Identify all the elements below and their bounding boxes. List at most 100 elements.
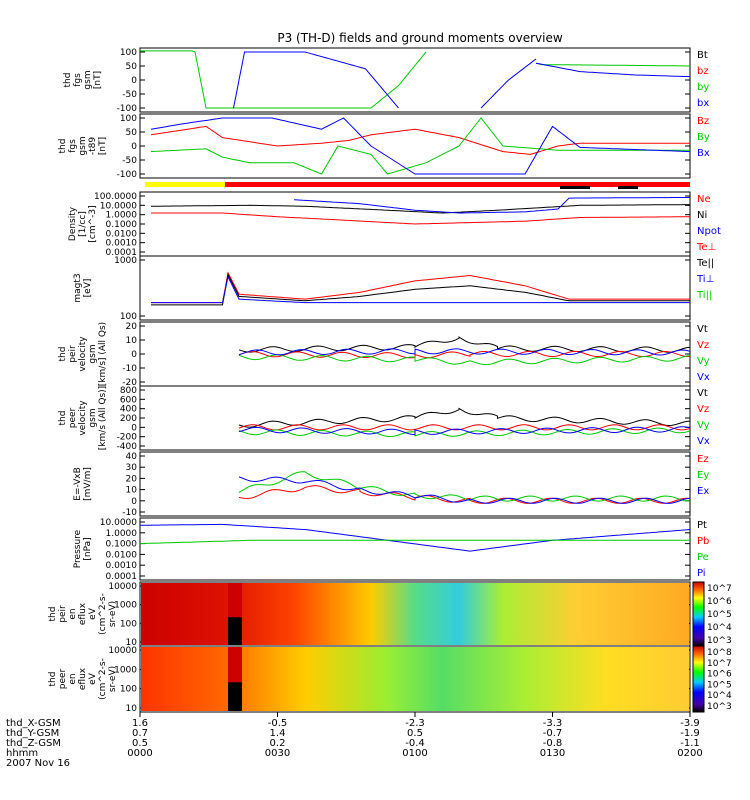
- legend-Te||: Te||: [696, 258, 714, 269]
- x-row-value: 0.5: [407, 728, 423, 739]
- legend-Vx: Vx: [697, 372, 710, 383]
- x-row-value: -0.4: [405, 738, 425, 749]
- y-axis-label: [mV/m]: [83, 467, 93, 501]
- series-group: [238, 336, 690, 366]
- colorbar-scale: [692, 645, 705, 713]
- y-tick-label: 1000: [114, 256, 137, 266]
- series-line-Bx: [150, 117, 690, 175]
- heatmap-cell: [228, 682, 242, 711]
- series-line-bx: [233, 51, 399, 109]
- legend-Bx: Bx: [697, 148, 710, 159]
- x-row-value: 0.5: [132, 738, 148, 749]
- colorbar: 10^810^710^610^510^410^3: [692, 645, 732, 713]
- legend-bx: bx: [697, 98, 709, 109]
- series-line-Vy: [238, 427, 690, 438]
- series-group: [238, 471, 690, 504]
- panel-temperature: magt3 [eV] 1000 100 Te|| Ti⊥ Ti||: [73, 255, 714, 322]
- panel-frame: [139, 451, 691, 517]
- panel-peir-velocity: thd peir velocity gsm [km/s] (All Qs) 20 10 0 -1…: [58, 321, 710, 388]
- y-tick-label: 0.0100: [106, 229, 138, 239]
- y-axis-label: Density: [68, 206, 78, 241]
- x-row-label: hhmm: [6, 748, 38, 759]
- y-tick-label: 10: [126, 486, 138, 496]
- x-row-value: 0030: [265, 748, 290, 759]
- y-tick-label: 0.1000: [106, 220, 138, 230]
- series-line-Vz: [238, 424, 690, 431]
- panel-fgs-t89: thd fgs gsm -t89 [nT] 100 50 0 -50 -100 Bz By Bx: [58, 113, 710, 180]
- legend-Vy: Vy: [697, 356, 710, 367]
- y-axis-label: [nPa]: [83, 537, 93, 560]
- legend-Npot: Npot: [697, 226, 721, 237]
- y-axis-label: en: [68, 608, 78, 619]
- y-axis-label: (cm^2-s-: [98, 658, 108, 700]
- colorbar-tick-label: 10^4: [707, 623, 732, 633]
- series-group: [151, 271, 690, 306]
- legend-Pe: Pe: [697, 552, 709, 563]
- colorbar-tick-label: 10^8: [707, 648, 732, 658]
- y-tick-label: -50: [122, 90, 137, 100]
- panel-frame: [139, 517, 691, 581]
- y-axis-label: [km/s (All Qs)]: [98, 386, 108, 450]
- y-tick-label: 10: [126, 704, 138, 714]
- y-axis-label: [1/cc]: [78, 211, 88, 237]
- series-line-Te: [151, 271, 690, 304]
- y-tick-label: 20: [126, 474, 138, 484]
- y-tick-label: -100: [117, 104, 138, 114]
- y-tick-label: 50: [126, 62, 138, 72]
- y-axis-label: peir: [68, 345, 78, 363]
- y-tick-label: -10: [122, 364, 137, 374]
- series-line-by2: [535, 62, 690, 67]
- x-row-label: thd_Z-GSM: [6, 738, 61, 749]
- y-tick-label: 0: [131, 423, 137, 433]
- legend-Bt: Bt: [697, 50, 708, 61]
- y-axis-label: [eV]: [83, 279, 93, 298]
- series-line-Ez: [238, 485, 690, 504]
- x-axis-labels: thd_X-GSM 1.6 -0.5 -2.3 -3.3 -3.9 thd_Y-GSM 0.7…: [6, 712, 703, 769]
- x-row-value: 0.2: [270, 738, 286, 749]
- x-row-value: -0.5: [268, 718, 288, 729]
- panel-frame: [139, 113, 691, 179]
- y-tick-label: 10.0000: [100, 201, 137, 211]
- y-axis-label: Pressure: [73, 529, 83, 568]
- x-row-value: 1.6: [132, 718, 148, 729]
- series-line-bx2: [480, 58, 537, 109]
- mode-bar-fast: [225, 182, 690, 187]
- legend-Pt: Pt: [697, 520, 707, 531]
- y-axis-label: velocity: [78, 336, 88, 372]
- y-tick-label: 0.0010: [106, 561, 138, 571]
- y-axis-label: -t89: [88, 137, 98, 156]
- panel-frame: [139, 47, 691, 113]
- series-line-Ti⊥: [151, 275, 690, 304]
- x-row-value: 0000: [127, 748, 152, 759]
- legend-Ey: Ey: [697, 470, 709, 481]
- colorbar-scale: [692, 581, 705, 647]
- y-axis-label: peer: [58, 668, 68, 689]
- y-axis-label: sr-eV): [108, 666, 118, 692]
- y-axis-label: fgs: [68, 139, 78, 153]
- legend-bz: bz: [697, 66, 709, 77]
- y-axis-label: thd: [58, 139, 68, 154]
- colorbar-tick-label: 10^7: [707, 659, 732, 669]
- x-row-value: 0200: [677, 748, 702, 759]
- panel-pressure: Pressure [nPa]10.00001.00000.10000.01000.…: [73, 517, 709, 582]
- y-tick-label: 10: [126, 638, 138, 648]
- series-group: [238, 407, 690, 438]
- y-tick-label: -400: [117, 442, 138, 452]
- y-tick-label: 100: [120, 619, 137, 629]
- y-axis-label: en: [68, 673, 78, 684]
- legend-Vx: Vx: [697, 436, 710, 447]
- legend-Ti⊥: Ti⊥: [696, 274, 714, 285]
- series-line-Vt: [238, 407, 690, 428]
- y-tick-label: 0: [131, 142, 137, 152]
- y-tick-label: 100: [120, 685, 137, 695]
- y-tick-label: 0.0001: [106, 572, 138, 582]
- y-tick-label: 1000: [114, 665, 137, 675]
- series-line-By: [150, 117, 690, 175]
- x-row-value: 0130: [540, 748, 565, 759]
- x-row-value: -0.7: [543, 728, 563, 739]
- legend-By: By: [697, 132, 710, 143]
- legend-Te⊥: Te⊥: [696, 242, 716, 253]
- legend-Ez: Ez: [697, 454, 709, 465]
